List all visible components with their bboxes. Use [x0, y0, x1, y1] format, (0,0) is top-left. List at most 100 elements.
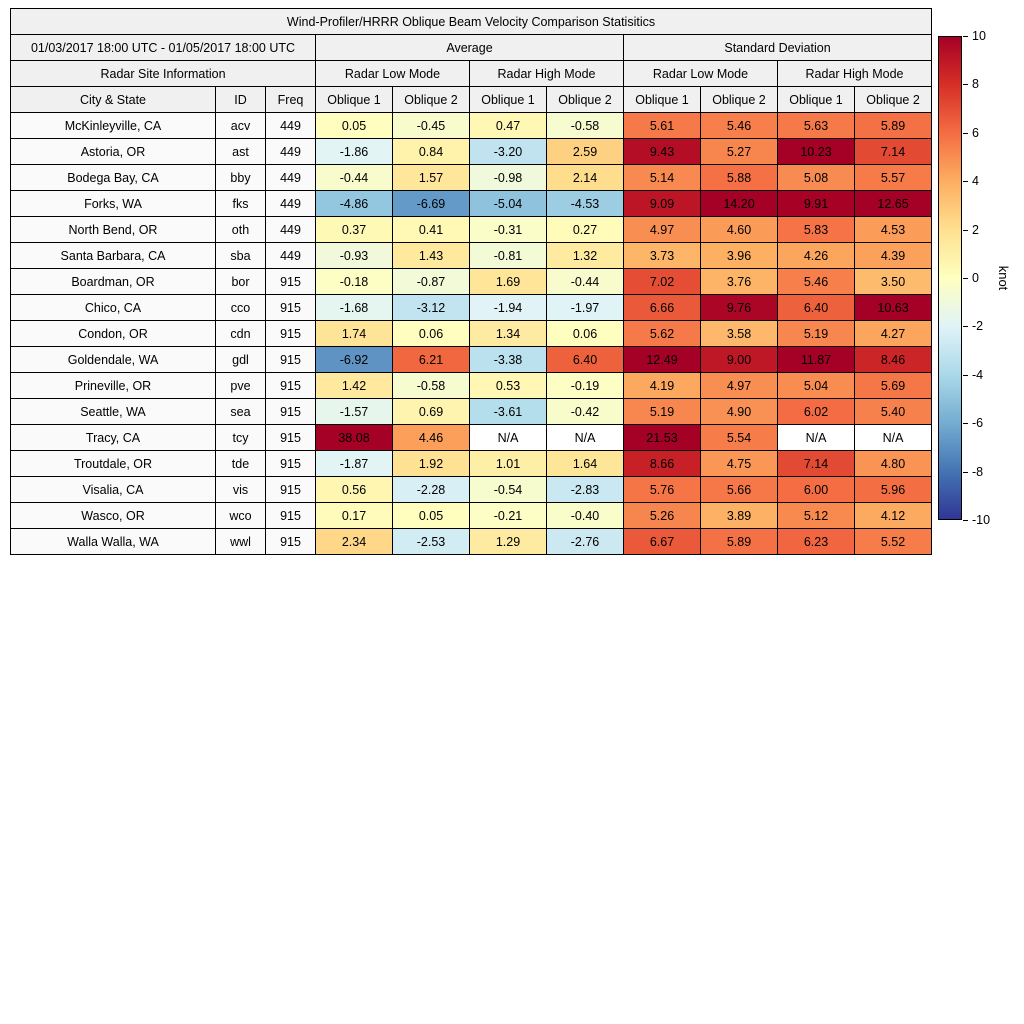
- value-cell: N/A: [853, 424, 933, 451]
- value-cell: 4.97: [623, 216, 701, 243]
- value-cell: 5.08: [777, 164, 855, 191]
- value-cell: 21.53: [623, 424, 701, 451]
- value-cell: 4.75: [700, 450, 778, 477]
- colorbar-tick-mark: [963, 181, 968, 183]
- value-cell: 0.06: [392, 320, 470, 347]
- value-cell: 0.27: [546, 216, 624, 243]
- colorbar-tick-label: -2: [972, 319, 984, 334]
- column-header-freq: Freq: [265, 86, 316, 113]
- site-id-cell: ast: [215, 138, 266, 165]
- value-cell: 1.01: [469, 450, 547, 477]
- table-row: Troutdale, OR tde 915 -1.87 1.92 1.01 1.64 8.66…: [10, 450, 933, 477]
- value-cell: 5.69: [853, 372, 933, 399]
- value-cell: 8.46: [853, 346, 933, 373]
- value-cell: -0.21: [469, 502, 547, 529]
- table-header: Wind-Profiler/HRRR Oblique Beam Velocity…: [9, 8, 933, 113]
- value-cell: -2.53: [392, 528, 470, 555]
- table-row: Goldendale, WA gdl 915 -6.92 6.21 -3.38 6.40 12…: [10, 346, 933, 373]
- value-cell: 4.80: [853, 450, 933, 477]
- value-cell: 4.19: [623, 372, 701, 399]
- value-cell: -3.38: [469, 346, 547, 373]
- table-row: Chico, CA cco 915 -1.68 -3.12 -1.94 -1.97 6.66 9…: [10, 294, 933, 321]
- colorbar: 10 8 6 4 2 0 -2 -4 -6 -8 -10 knot: [938, 30, 1024, 526]
- value-cell: 5.26: [623, 502, 701, 529]
- value-cell: 6.21: [392, 346, 470, 373]
- city-state-cell: Troutdale, OR: [10, 450, 216, 477]
- value-cell: -0.40: [546, 502, 624, 529]
- value-cell: 5.89: [700, 528, 778, 555]
- value-cell: 1.32: [546, 242, 624, 269]
- value-cell: 3.89: [700, 502, 778, 529]
- figure-title: Wind-Profiler/HRRR Oblique Beam Velocity…: [9, 8, 933, 35]
- colorbar-gradient: [938, 36, 962, 520]
- value-cell: 0.47: [469, 112, 547, 139]
- column-header-std-high-oblique1: Oblique 1: [777, 86, 855, 113]
- value-cell: 2.34: [315, 528, 393, 555]
- value-cell: 5.27: [700, 138, 778, 165]
- value-cell: -0.81: [469, 242, 547, 269]
- value-cell: -3.12: [392, 294, 470, 321]
- period-label: 01/03/2017 18:00 UTC - 01/05/2017 18:00 …: [10, 34, 316, 61]
- freq-cell: 449: [265, 164, 316, 191]
- group-header-avg-high-mode: Radar High Mode: [469, 60, 624, 87]
- colorbar-tick-label: -6: [972, 415, 984, 430]
- value-cell: -1.68: [315, 294, 393, 321]
- value-cell: 4.12: [853, 502, 933, 529]
- colorbar-tick-mark: [963, 36, 968, 37]
- table-row: Walla Walla, WA wwl 915 2.34 -2.53 1.29 -2.76 6…: [10, 528, 933, 555]
- city-state-cell: North Bend, OR: [10, 216, 216, 243]
- colorbar-tick-mark: [963, 326, 968, 328]
- value-cell: 9.00: [700, 346, 778, 373]
- site-id-cell: wco: [215, 502, 266, 529]
- site-id-cell: fks: [215, 190, 266, 217]
- freq-cell: 915: [265, 528, 316, 555]
- city-state-cell: Wasco, OR: [10, 502, 216, 529]
- value-cell: -4.86: [315, 190, 393, 217]
- value-cell: -0.44: [315, 164, 393, 191]
- colorbar-label: knot: [996, 265, 1011, 291]
- column-header-id: ID: [215, 86, 266, 113]
- city-state-cell: Condon, OR: [10, 320, 216, 347]
- value-cell: 4.39: [853, 242, 933, 269]
- freq-cell: 915: [265, 424, 316, 451]
- value-cell: 3.76: [700, 268, 778, 295]
- freq-cell: 915: [265, 502, 316, 529]
- value-cell: 5.61: [623, 112, 701, 139]
- value-cell: 9.91: [777, 190, 855, 217]
- city-state-cell: Goldendale, WA: [10, 346, 216, 373]
- value-cell: 0.41: [392, 216, 470, 243]
- column-header-std-low-oblique1: Oblique 1: [623, 86, 701, 113]
- value-cell: -0.54: [469, 476, 547, 503]
- value-cell: 4.26: [777, 242, 855, 269]
- group-header-standard-deviation: Standard Deviation: [622, 34, 933, 61]
- value-cell: 1.69: [469, 268, 547, 295]
- value-cell: 3.96: [700, 242, 778, 269]
- value-cell: 0.37: [315, 216, 393, 243]
- table-row: Seattle, WA sea 915 -1.57 0.69 -3.61 -0.42 5.19…: [10, 398, 933, 425]
- value-cell: -6.92: [315, 346, 393, 373]
- group-row-1: 01/03/2017 18:00 UTC - 01/05/2017 18:00 …: [10, 34, 933, 61]
- column-header-city-state: City & State: [10, 86, 216, 113]
- site-id-cell: cco: [215, 294, 266, 321]
- column-header-row: City & State ID Freq Oblique 1 Oblique 2…: [10, 86, 933, 113]
- value-cell: 5.62: [623, 320, 701, 347]
- table-row: Condon, OR cdn 915 1.74 0.06 1.34 0.06 5.62 3.58…: [10, 320, 933, 347]
- colorbar-tick-label: 2: [972, 222, 979, 237]
- colorbar-tick-label: 10: [972, 28, 986, 43]
- value-cell: 1.64: [546, 450, 624, 477]
- table-row: Tracy, CA tcy 915 38.08 4.46 N/A N/A 21.53 5.54 N…: [10, 424, 933, 451]
- colorbar-tick-label: 4: [972, 173, 979, 188]
- column-header-avg-high-oblique2: Oblique 2: [546, 86, 624, 113]
- value-cell: 6.02: [777, 398, 855, 425]
- city-state-cell: Visalia, CA: [10, 476, 216, 503]
- value-cell: 5.57: [853, 164, 933, 191]
- value-cell: -2.28: [392, 476, 470, 503]
- value-cell: -0.58: [392, 372, 470, 399]
- value-cell: 7.02: [623, 268, 701, 295]
- colorbar-tick-mark: [963, 229, 968, 231]
- value-cell: -2.76: [546, 528, 624, 555]
- value-cell: 3.58: [700, 320, 778, 347]
- value-cell: 8.66: [623, 450, 701, 477]
- site-id-cell: acv: [215, 112, 266, 139]
- group-header-avg-low-mode: Radar Low Mode: [315, 60, 470, 87]
